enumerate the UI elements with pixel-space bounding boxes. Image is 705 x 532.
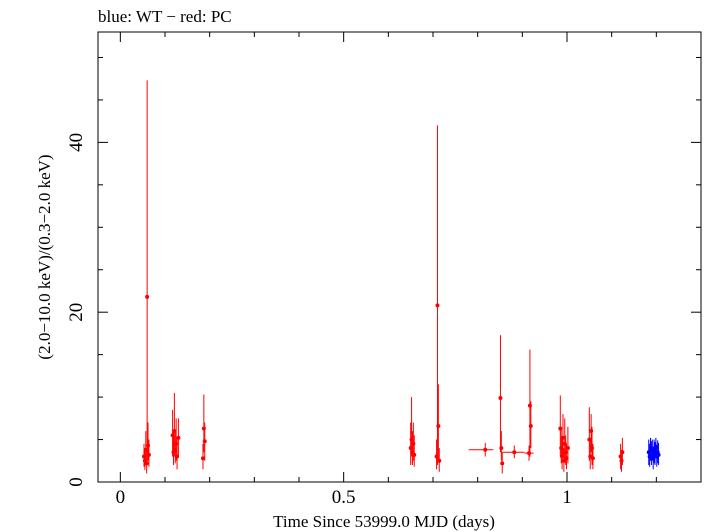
data-point	[589, 429, 594, 434]
data-point	[620, 450, 625, 455]
chart-title: blue: WT − red: PC	[98, 7, 232, 26]
data-point	[499, 446, 504, 451]
x-tick-label: 1	[562, 487, 572, 508]
data-point	[483, 447, 488, 452]
series-pc	[142, 80, 625, 474]
data-point	[411, 441, 416, 446]
y-tick-label: 20	[66, 303, 87, 322]
data-point	[527, 451, 532, 456]
data-point	[528, 423, 533, 428]
y-tick-label: 40	[66, 133, 87, 152]
data-point	[498, 395, 503, 400]
data-point	[176, 435, 181, 440]
data-point	[656, 452, 661, 457]
data-point	[146, 443, 151, 448]
data-point	[146, 452, 151, 457]
y-tick-label: 0	[66, 477, 87, 487]
data-point	[435, 303, 440, 308]
data-point	[437, 458, 442, 463]
data-point	[512, 450, 517, 455]
data-point	[412, 452, 417, 457]
data-point	[202, 439, 207, 444]
data-point	[558, 426, 563, 431]
axis-ticks: 0 0.5 1 0 20 40	[66, 32, 702, 508]
data-point	[565, 446, 570, 451]
x-tick-label: 0.5	[332, 487, 356, 508]
x-tick-label: 0	[116, 487, 126, 508]
data-point	[200, 456, 205, 461]
y-axis-label: (2.0−10.0 keV)/(0.3−2.0 keV)	[35, 154, 54, 359]
series-wt	[646, 437, 661, 470]
data-point	[145, 294, 150, 299]
data-point	[563, 450, 568, 455]
data-point	[201, 426, 206, 431]
plot-frame	[97, 31, 702, 483]
data-point	[174, 441, 179, 446]
data-point	[436, 423, 441, 428]
data-point	[500, 461, 505, 466]
data-marks	[142, 80, 661, 474]
data-point	[560, 435, 565, 440]
data-point	[590, 456, 595, 461]
x-axis-label: Time Since 53999.0 MJD (days)	[273, 512, 495, 531]
data-point	[527, 403, 532, 408]
data-point	[590, 446, 595, 451]
data-point	[619, 458, 624, 463]
